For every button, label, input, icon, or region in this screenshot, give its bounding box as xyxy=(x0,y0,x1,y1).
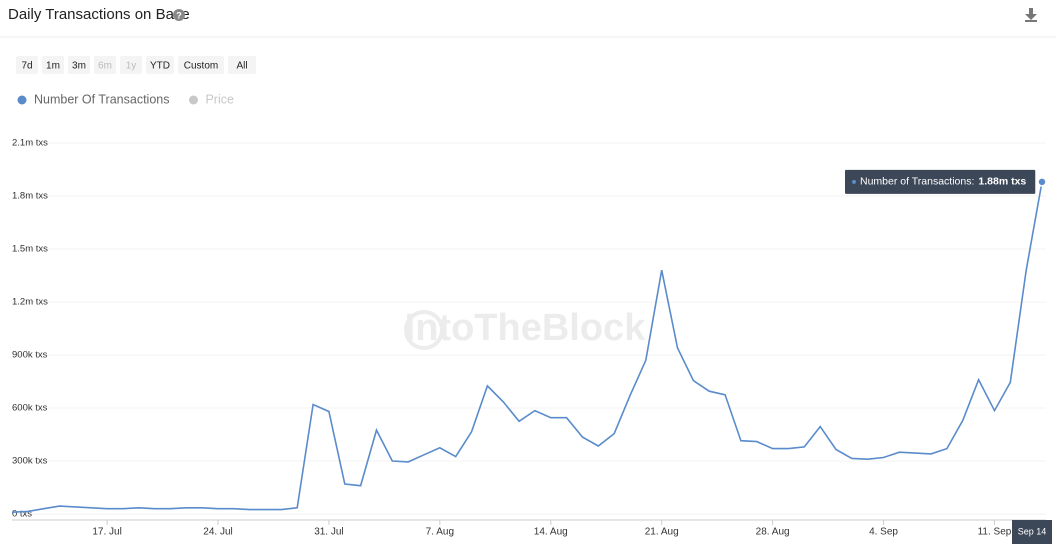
legend-label[interactable]: Number Of Transactions xyxy=(34,92,169,106)
x-tick-label: 11. Sep xyxy=(978,527,1012,538)
y-tick-label: 0 txs xyxy=(12,509,32,520)
x-tick-label: 4. Sep xyxy=(869,527,898,538)
x-tick-label: 21. Aug xyxy=(645,527,679,538)
range-button[interactable] xyxy=(146,56,174,74)
help-icon[interactable]: ? xyxy=(173,9,185,21)
range-button-label: 6m xyxy=(98,61,112,72)
range-button xyxy=(120,56,142,74)
legend-marker xyxy=(17,95,27,105)
range-button-label: 1m xyxy=(46,61,60,72)
range-button-label: Custom xyxy=(184,61,218,72)
x-tick-label: 28. Aug xyxy=(756,527,790,538)
watermark: IntoTheBlock xyxy=(405,307,647,349)
range-button[interactable] xyxy=(228,56,256,74)
range-button[interactable] xyxy=(42,56,64,74)
x-flag-label: Sep 14 xyxy=(1018,526,1047,536)
tooltip: Number of Transactions: 1.88m txs xyxy=(845,169,1036,194)
range-button xyxy=(94,56,116,74)
tooltip-value: 1.88m txs xyxy=(978,176,1026,188)
y-tick-label: 300k txs xyxy=(12,456,48,467)
range-button[interactable] xyxy=(68,56,90,74)
range-button-label: YTD xyxy=(150,61,170,72)
range-button-label: 7d xyxy=(21,61,32,72)
x-tick-label: 31. Jul xyxy=(314,527,343,538)
range-button-label: 1y xyxy=(126,61,137,72)
watermark-logo xyxy=(404,310,444,350)
x-flag xyxy=(1012,520,1052,544)
range-button[interactable] xyxy=(178,56,224,74)
x-tick-label: 14. Aug xyxy=(534,527,568,538)
chart-title: Daily Transactions on Base xyxy=(8,6,190,23)
y-tick-label: 600k txs xyxy=(12,403,48,414)
y-tick-label: 1.2m txs xyxy=(12,297,48,308)
y-tick-label: 900k txs xyxy=(12,350,48,361)
highlight-point xyxy=(1037,177,1047,187)
tooltip-label: Number of Transactions: xyxy=(860,176,974,188)
x-tick-label: 17. Jul xyxy=(92,527,121,538)
download-icon[interactable] xyxy=(1025,8,1037,22)
series-line xyxy=(11,181,1043,513)
x-tick-label: 7. Aug xyxy=(426,527,454,538)
svg-text:?: ? xyxy=(176,10,182,20)
y-tick-label: 1.5m txs xyxy=(12,244,48,255)
x-tick-label: 24. Jul xyxy=(203,527,232,538)
tooltip-box xyxy=(845,169,1036,194)
y-tick-label: 2.1m txs xyxy=(12,138,48,149)
tooltip-marker xyxy=(852,179,856,184)
y-tick-label: 1.8m txs xyxy=(12,191,48,202)
legend-label[interactable]: Price xyxy=(205,92,234,106)
range-button-label: 3m xyxy=(72,61,86,72)
range-button[interactable] xyxy=(16,56,38,74)
legend-marker xyxy=(188,95,198,105)
range-button-label: All xyxy=(236,61,247,72)
